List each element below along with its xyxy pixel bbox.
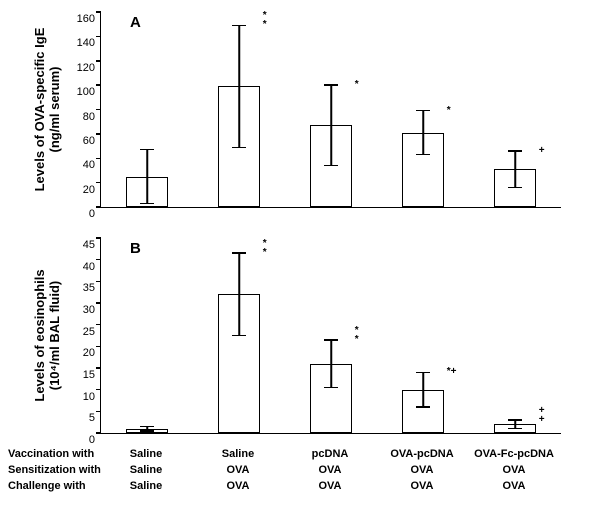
ytick-label: 5 — [89, 412, 101, 424]
x-cell: OVA-pcDNA — [390, 448, 453, 460]
ytick-label: 25 — [83, 326, 101, 338]
ytick-label: 100 — [77, 86, 101, 98]
panel-letter-A: A — [130, 14, 141, 31]
significance-marker: * * — [263, 239, 267, 257]
error-cap-top — [140, 426, 154, 428]
error-cap-bot — [140, 203, 154, 205]
x-cell: OVA — [502, 464, 525, 476]
ytick-label: 140 — [77, 37, 101, 49]
significance-marker: + — [539, 146, 545, 155]
error-cap-top — [324, 84, 338, 86]
x-cell: Saline — [130, 464, 162, 476]
x-cell: OVA — [410, 464, 433, 476]
ytick-label: 120 — [77, 62, 101, 74]
significance-marker: * — [447, 106, 451, 115]
ytick-label: 0 — [89, 208, 101, 220]
error-cap-bot — [416, 406, 430, 408]
error-cap-bot — [232, 335, 246, 337]
significance-marker: *+ — [447, 367, 457, 376]
x-cell: OVA — [502, 480, 525, 492]
x-cell: Saline — [130, 480, 162, 492]
error-cap-top — [508, 419, 522, 421]
plot-area-B: 051015202530354045* ** **++ + — [100, 238, 561, 434]
error-bar — [238, 253, 240, 335]
error-cap-bot — [508, 428, 522, 430]
error-cap-top — [416, 110, 430, 112]
y-axis-label-A: Levels of OVA-specific IgE(ng/ml serum) — [32, 12, 62, 207]
significance-marker: * — [355, 80, 359, 89]
error-bar — [146, 150, 148, 204]
error-cap-top — [232, 25, 246, 27]
error-cap-top — [232, 252, 246, 254]
significance-marker: + + — [539, 406, 545, 424]
significance-marker: * * — [263, 11, 267, 29]
ytick-label: 30 — [83, 304, 101, 316]
ytick-label: 160 — [77, 13, 101, 25]
x-cell: OVA — [226, 480, 249, 492]
error-cap-bot — [324, 387, 338, 389]
ytick-label: 15 — [83, 369, 101, 381]
error-cap-bot — [416, 154, 430, 156]
error-cap-bot — [140, 430, 154, 432]
x-row-label: Challenge with — [8, 480, 86, 492]
error-cap-bot — [324, 165, 338, 167]
ytick-label: 40 — [83, 159, 101, 171]
ytick-label: 60 — [83, 135, 101, 147]
x-cell: OVA — [410, 480, 433, 492]
ytick-label: 20 — [83, 184, 101, 196]
x-cell: OVA — [318, 464, 341, 476]
ytick-label: 10 — [83, 391, 101, 403]
ytick-label: 80 — [83, 111, 101, 123]
x-cell: OVA — [318, 480, 341, 492]
error-bar — [422, 111, 424, 155]
plot-area-A: 020406080100120140160* ***+ — [100, 12, 561, 208]
error-cap-top — [324, 339, 338, 341]
ytick-label: 35 — [83, 282, 101, 294]
ytick-label: 45 — [83, 239, 101, 251]
x-cell: pcDNA — [312, 448, 349, 460]
error-bar — [330, 85, 332, 165]
ytick-label: 20 — [83, 347, 101, 359]
figure-root: 020406080100120140160* ***+Levels of OVA… — [0, 0, 600, 520]
y-axis-label-B: Levels of eosinophils(10⁴/ml BAL fluid) — [32, 238, 62, 433]
ytick-label: 0 — [89, 434, 101, 446]
significance-marker: * * — [355, 326, 359, 344]
error-bar — [422, 372, 424, 407]
panel-letter-B: B — [130, 240, 141, 257]
x-cell: Saline — [222, 448, 254, 460]
error-cap-bot — [232, 147, 246, 149]
x-cell: Saline — [130, 448, 162, 460]
error-bar — [330, 340, 332, 388]
error-cap-bot — [508, 187, 522, 189]
ytick-label: 40 — [83, 261, 101, 273]
error-bar — [238, 25, 240, 147]
error-bar — [514, 151, 516, 188]
x-row-label: Vaccination with — [8, 448, 94, 460]
error-cap-top — [416, 372, 430, 374]
x-cell: OVA-Fc-pcDNA — [474, 448, 554, 460]
x-cell: OVA — [226, 464, 249, 476]
error-cap-top — [508, 150, 522, 152]
error-cap-top — [140, 149, 154, 151]
x-row-label: Sensitization with — [8, 464, 101, 476]
